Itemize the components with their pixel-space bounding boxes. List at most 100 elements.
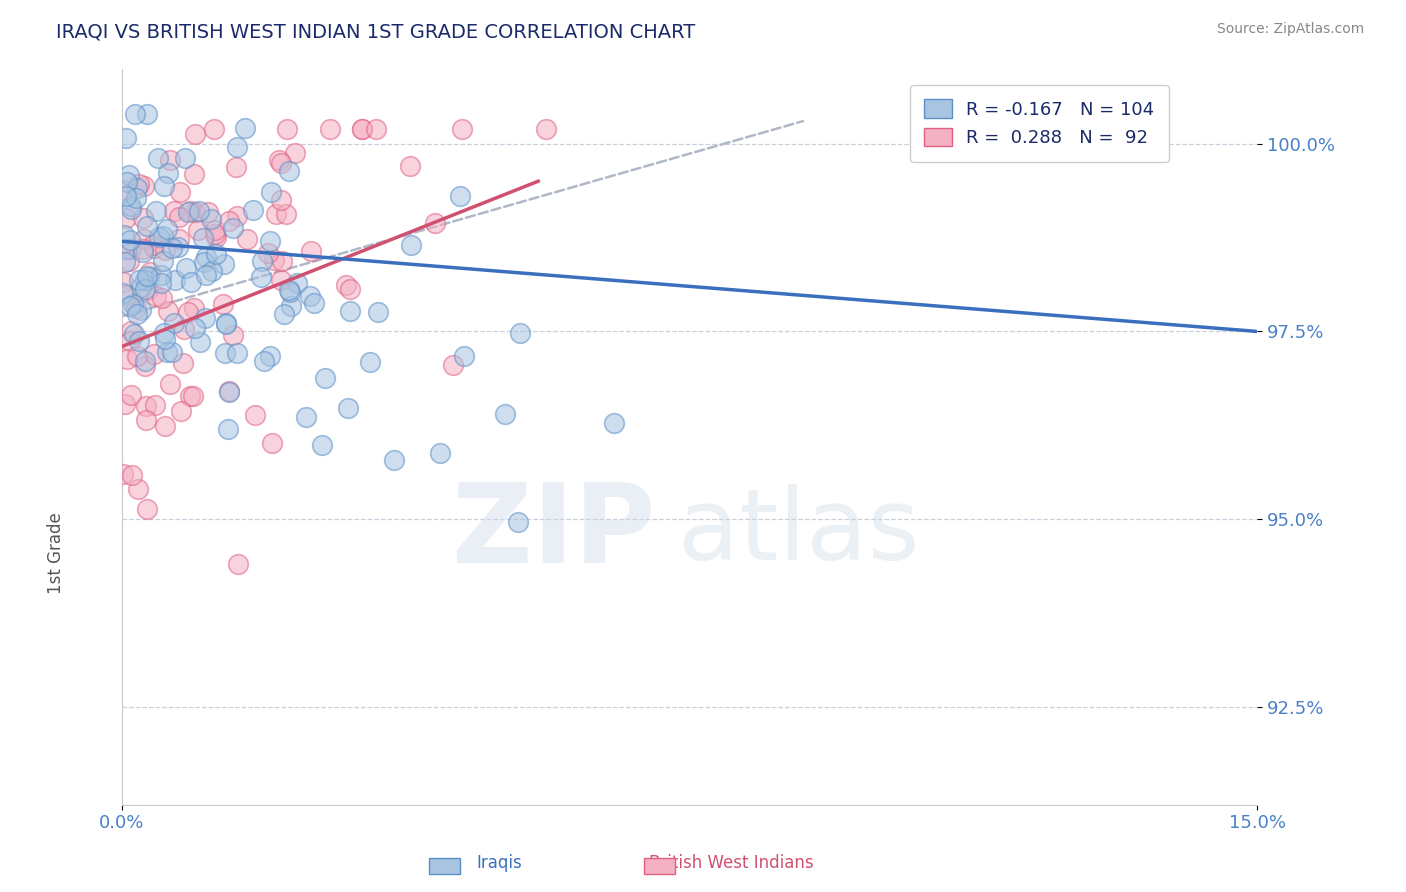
Point [180, 275, 202, 289]
Point [124, 106, 146, 120]
Point [218, 385, 240, 400]
Point [429, 446, 451, 460]
Point [167, 232, 190, 246]
Point [167, 211, 190, 225]
Point [236, 232, 259, 246]
Point [270, 254, 292, 268]
Point [398, 159, 420, 173]
Point [276, 122, 298, 136]
Point [150, 277, 173, 291]
Point [336, 401, 359, 415]
Point [285, 277, 308, 291]
Point [603, 416, 626, 430]
Point [121, 297, 143, 311]
Point [142, 237, 165, 252]
Point [263, 252, 285, 267]
Point [250, 270, 273, 285]
Point [339, 304, 361, 318]
Point [118, 169, 141, 183]
Point [509, 326, 531, 341]
Point [128, 334, 150, 349]
Point [225, 346, 247, 360]
Point [280, 299, 302, 313]
Point [179, 389, 201, 403]
Point [352, 121, 374, 136]
Point [534, 121, 557, 136]
Point [188, 334, 211, 349]
Point [302, 296, 325, 310]
Point [112, 227, 135, 242]
Point [134, 282, 156, 296]
Point [129, 280, 152, 294]
Point [115, 130, 138, 145]
Point [188, 204, 211, 219]
Point [134, 353, 156, 368]
Point [226, 210, 249, 224]
Point [278, 283, 301, 297]
Point [138, 270, 160, 285]
Point [142, 347, 165, 361]
Point [194, 311, 217, 326]
Point [183, 321, 205, 335]
Legend: R = -0.167   N = 104, R =  0.288   N =  92: R = -0.167 N = 104, R = 0.288 N = 92 [910, 85, 1168, 161]
Text: British West Indians: British West Indians [648, 855, 814, 872]
Point [352, 121, 374, 136]
Point [217, 422, 239, 436]
Point [153, 179, 176, 194]
Point [195, 250, 218, 264]
Point [195, 268, 218, 282]
Point [120, 388, 142, 402]
Point [118, 334, 141, 348]
Point [125, 181, 148, 195]
Point [319, 121, 342, 136]
Point [314, 371, 336, 385]
Point [139, 265, 162, 279]
Point [145, 204, 167, 219]
Text: 1st Grade: 1st Grade [48, 512, 65, 594]
Point [278, 285, 301, 299]
Point [152, 229, 174, 244]
Point [132, 178, 155, 193]
Point [177, 205, 200, 219]
Point [441, 358, 464, 372]
Point [201, 264, 224, 278]
Point [159, 153, 181, 168]
Point [135, 399, 157, 413]
Point [115, 288, 138, 302]
Point [132, 243, 155, 257]
Point [117, 175, 139, 189]
Point [111, 275, 134, 289]
Point [259, 234, 281, 248]
Point [274, 207, 297, 221]
Point [264, 207, 287, 221]
Point [267, 153, 290, 168]
Point [193, 255, 215, 269]
Point [122, 326, 145, 341]
Point [127, 482, 149, 496]
Point [214, 346, 236, 360]
Point [204, 227, 226, 241]
Point [174, 260, 197, 275]
Point [156, 166, 179, 180]
Point [118, 254, 141, 268]
Point [146, 151, 169, 165]
Point [132, 245, 155, 260]
Point [163, 316, 186, 330]
Point [218, 384, 240, 399]
Point [226, 558, 249, 572]
Point [150, 291, 173, 305]
Point [129, 303, 152, 318]
Point [449, 189, 471, 203]
Point [177, 305, 200, 319]
Point [172, 356, 194, 370]
Point [135, 268, 157, 283]
Point [401, 237, 423, 252]
Point [257, 246, 280, 260]
Point [245, 408, 267, 422]
Point [145, 289, 167, 303]
Point [117, 242, 139, 256]
Point [143, 241, 166, 255]
Point [132, 211, 155, 225]
Point [156, 303, 179, 318]
Point [233, 120, 256, 135]
